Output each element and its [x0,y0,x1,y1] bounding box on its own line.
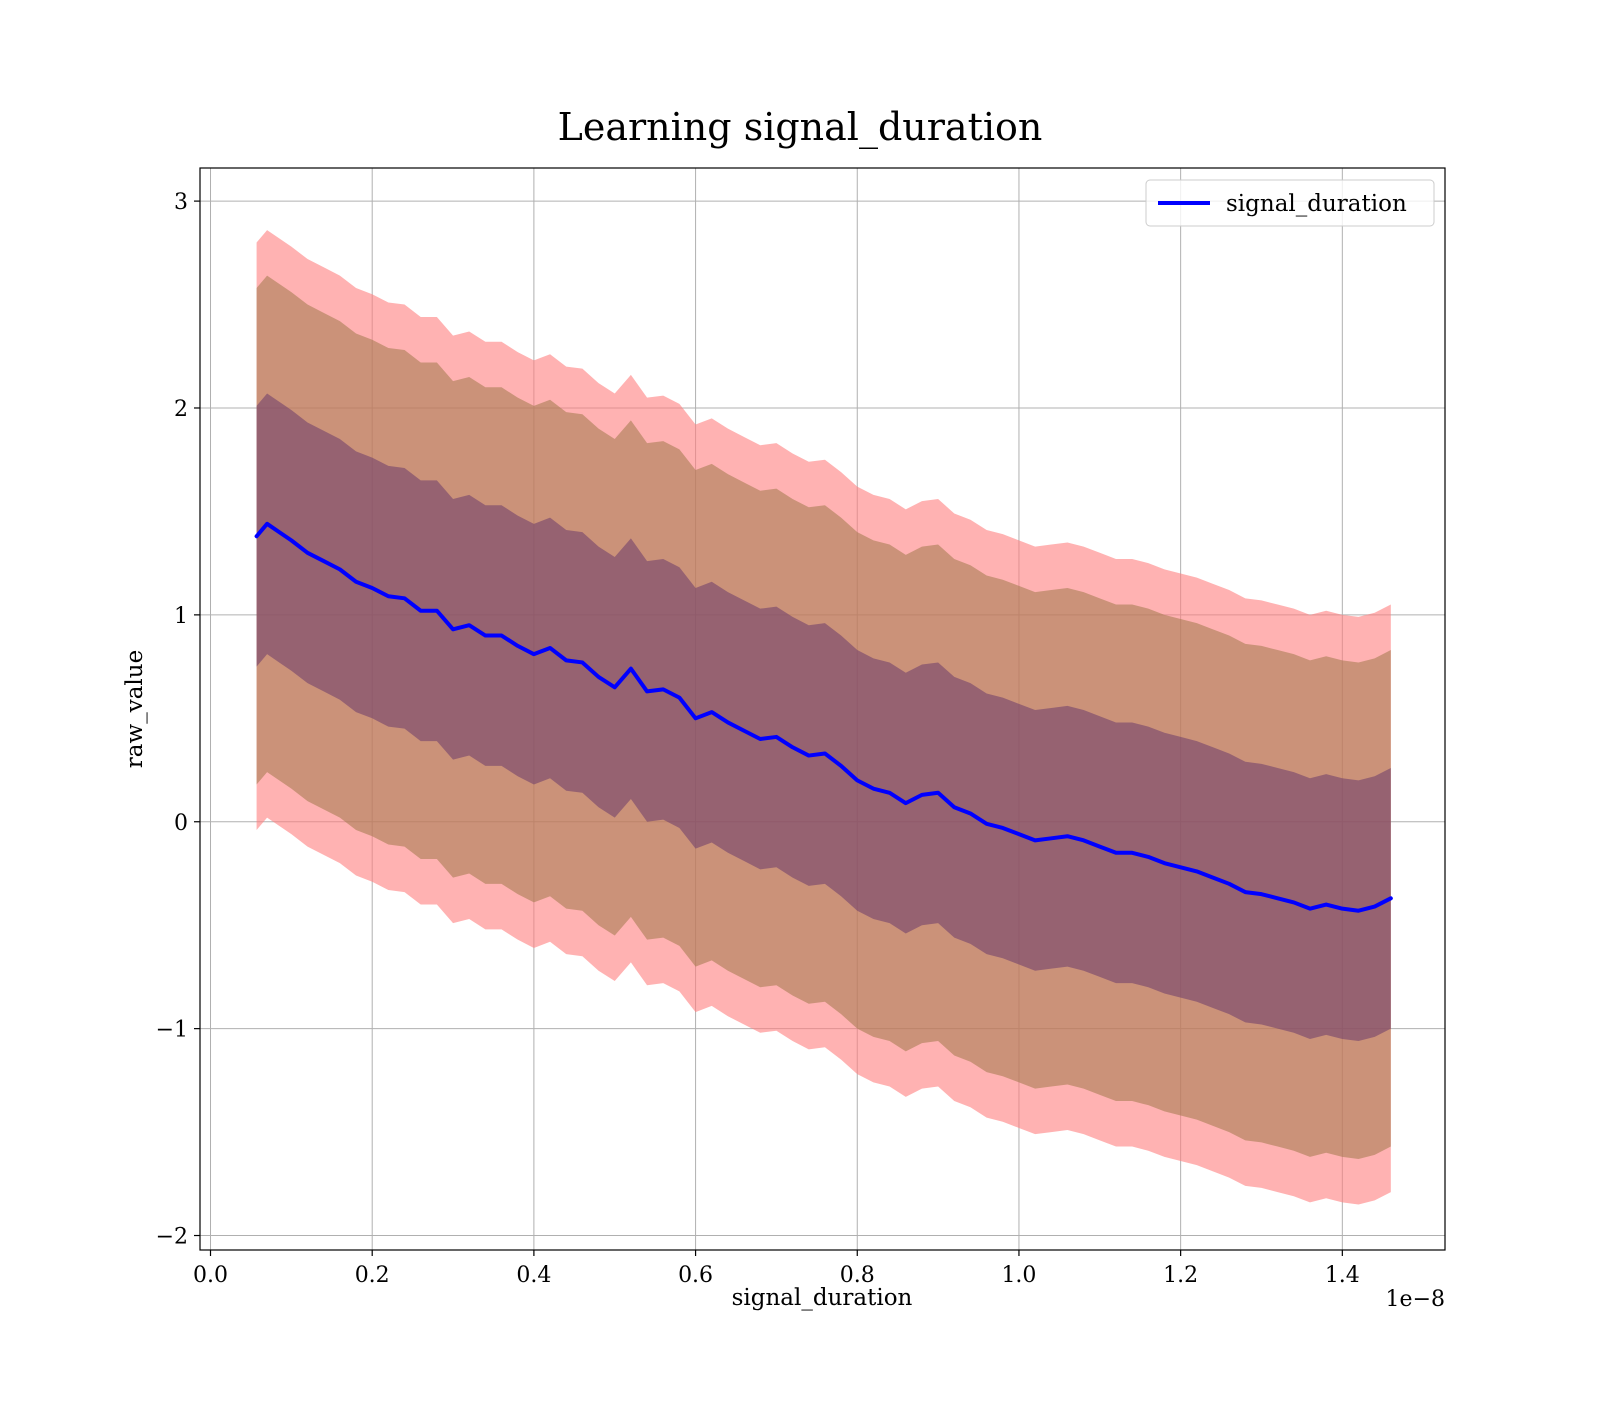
y-tick-label: 0 [174,811,188,836]
y-tick-label: 3 [174,190,188,215]
legend: signal_duration [1145,179,1435,227]
band-inner [256,393,1391,1042]
y-tick-label: 1 [174,604,188,629]
x-tick-label: 1.0 [1001,1263,1036,1288]
legend-box [1145,179,1435,227]
y-tick-label: −1 [156,1018,188,1043]
x-tick-label: 1.4 [1325,1263,1360,1288]
series-line-signal-duration [254,521,1393,913]
y-axis-label: raw_value [122,650,148,768]
x-tick-label: 0.4 [516,1263,551,1288]
x-tick-label: 0.0 [193,1263,228,1288]
x-tick-label: 0.2 [355,1263,390,1288]
confidence-bands [256,230,1391,1205]
x-axis-label: signal_duration [732,1285,913,1311]
x-tick-label: 0.8 [840,1263,875,1288]
series-lines [254,521,1393,913]
x-axis-ticks: 0.0 0.2 0.4 0.6 0.8 1.0 1.2 1.4 [193,1250,1360,1288]
x-tick-label: 0.6 [678,1263,713,1288]
x-tick-label: 1.2 [1163,1263,1198,1288]
y-tick-label: 2 [174,397,188,422]
chart-title: Learning signal_duration [558,105,1043,150]
x-axis-offset-label: 1e−8 [1386,1287,1445,1312]
plot-area-frame [199,167,1446,1251]
y-axis-ticks: −2 −1 0 1 2 3 [156,190,200,1250]
y-tick-label: −2 [156,1225,188,1250]
legend-entry-label: signal_duration [1226,191,1407,217]
